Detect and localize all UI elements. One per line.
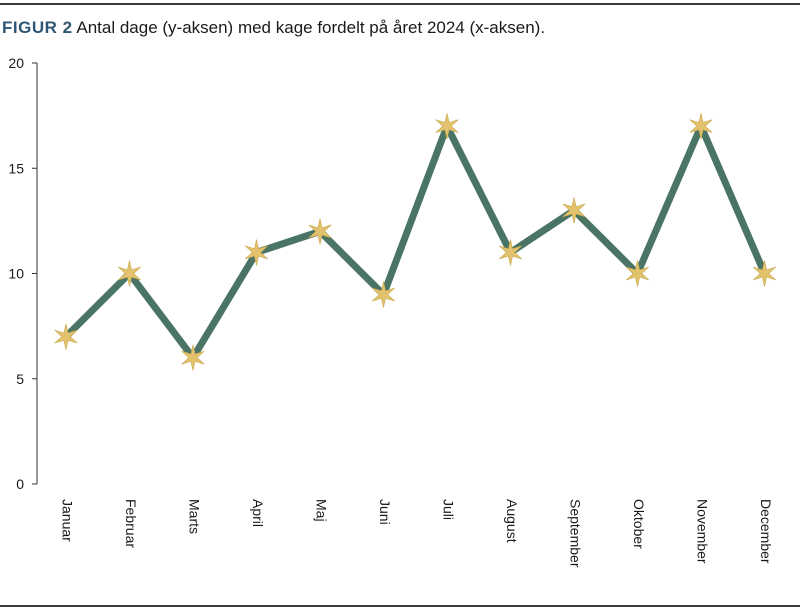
series-line <box>63 117 768 364</box>
star-marker <box>245 239 268 266</box>
star-marker <box>308 218 332 245</box>
x-tick-label: Maj <box>313 499 329 522</box>
x-tick-label: August <box>504 499 520 543</box>
top-rule <box>0 3 800 5</box>
x-tick-label: Juli <box>440 499 456 520</box>
y-axis-ticks: 0 5 10 15 20 <box>8 55 37 492</box>
x-tick-label: December <box>758 499 774 564</box>
star-marker <box>435 113 459 140</box>
series-group <box>54 113 776 371</box>
x-tick-label: Oktober <box>631 499 647 549</box>
x-tick-label: Marts <box>186 499 202 534</box>
x-tick-label: Juni <box>377 499 393 525</box>
figure-caption-text: Antal dage (y-aksen) med kage fordelt på… <box>76 18 546 37</box>
star-marker <box>181 344 205 371</box>
x-axis-labels: Januar Februar Marts April Maj Juni Juli August… <box>59 499 774 568</box>
figure-caption: FIGUR 2 Antal dage (y-aksen) med kage fo… <box>2 18 545 38</box>
star-marker <box>54 323 78 350</box>
y-tick-label: 0 <box>16 476 24 492</box>
x-tick-label: Januar <box>59 499 75 542</box>
star-marker <box>626 260 649 287</box>
x-tick-label: November <box>694 499 710 564</box>
star-marker <box>499 239 522 266</box>
star-marker <box>753 260 776 287</box>
y-tick-label: 10 <box>8 266 24 282</box>
star-marker <box>118 260 141 287</box>
x-tick-label: September <box>567 499 583 568</box>
bottom-rule <box>0 605 800 607</box>
star-marker <box>562 197 586 224</box>
y-tick-label: 5 <box>16 371 24 387</box>
star-marker <box>689 113 713 140</box>
y-tick-label: 15 <box>8 160 24 176</box>
x-tick-label: Februar <box>123 499 139 548</box>
star-marker <box>372 281 395 308</box>
y-tick-label: 20 <box>8 55 24 71</box>
x-tick-label: April <box>250 499 266 527</box>
figure-label: FIGUR 2 <box>2 18 73 37</box>
